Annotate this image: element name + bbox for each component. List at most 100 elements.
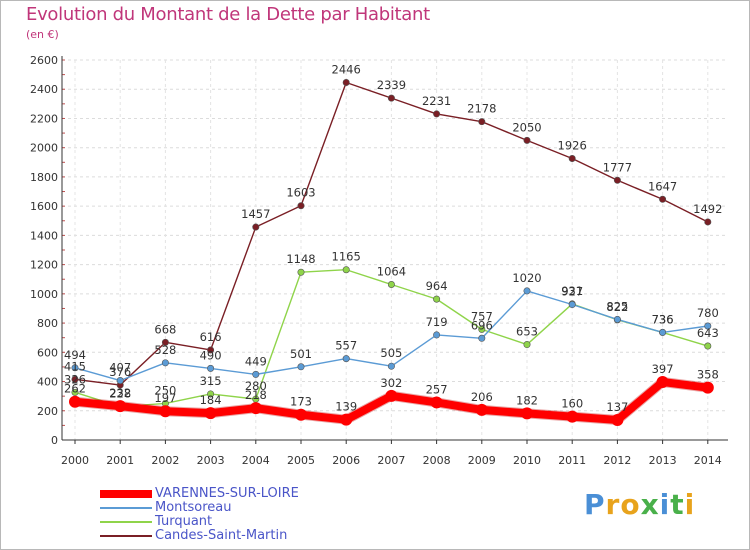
x-tick-label: 2010 [513, 454, 541, 467]
legend-item-varennes: VARENNES-SUR-LOIRE [100, 487, 299, 501]
data-label: 2231 [422, 94, 451, 108]
data-label: 1165 [332, 250, 361, 264]
data-point [114, 400, 127, 413]
x-tick-label: 2009 [468, 454, 496, 467]
data-label: 780 [697, 306, 719, 320]
data-label: 228 [109, 387, 131, 401]
y-tick-label: 1000 [30, 288, 58, 301]
data-point [613, 315, 621, 323]
data-label: 257 [426, 382, 448, 396]
data-label: 397 [652, 362, 674, 376]
data-point [704, 342, 712, 350]
y-tick-label: 0 [51, 434, 58, 447]
data-point [701, 381, 714, 394]
y-tick-label: 2600 [30, 54, 58, 67]
data-point [478, 334, 486, 342]
data-point [523, 341, 531, 349]
data-label: 616 [200, 330, 222, 344]
data-point [433, 331, 441, 339]
data-label: 927 [561, 285, 583, 299]
x-tick-label: 2008 [423, 454, 451, 467]
data-label: 415 [64, 359, 86, 373]
data-label: 376 [109, 365, 131, 379]
data-point [207, 346, 215, 354]
data-label: 719 [426, 315, 448, 329]
data-point [430, 396, 443, 409]
data-label: 696 [471, 318, 493, 332]
data-label: 528 [154, 343, 176, 357]
legend-item-candes: Candes-Saint-Martin [100, 529, 287, 543]
data-point [252, 370, 260, 378]
data-point [568, 301, 576, 309]
data-point [342, 355, 350, 363]
data-point [521, 407, 533, 420]
logo-letter: P [584, 488, 606, 521]
x-tick-label: 2014 [694, 454, 722, 467]
logo-letter: i [659, 488, 671, 521]
data-point [252, 223, 260, 231]
y-tick-label: 2000 [30, 142, 58, 155]
y-tick-label: 2200 [30, 112, 58, 125]
data-point [342, 79, 350, 87]
data-label: 736 [652, 312, 674, 326]
data-label: 449 [245, 354, 267, 368]
data-label: 668 [154, 322, 176, 336]
y-tick-label: 1200 [30, 259, 58, 272]
x-tick-label: 2003 [197, 454, 225, 467]
x-tick-label: 2012 [603, 454, 631, 467]
data-point [478, 325, 486, 333]
x-tick-label: 2013 [649, 454, 677, 467]
data-label: 490 [200, 348, 222, 362]
data-point [659, 328, 667, 336]
data-label: 2446 [332, 63, 361, 77]
data-label: 643 [697, 326, 719, 340]
data-label: 407 [109, 361, 131, 375]
y-tick-label: 1800 [30, 171, 58, 184]
data-point [656, 375, 669, 388]
logo-letter: x [640, 488, 660, 521]
y-tick-label: 800 [37, 317, 58, 330]
data-label: 280 [245, 379, 267, 393]
x-tick-label: 2006 [332, 454, 360, 467]
data-point [159, 405, 172, 418]
data-point [71, 364, 79, 372]
data-point [69, 395, 81, 408]
logo-letter: i [684, 488, 696, 521]
data-label: 358 [697, 368, 719, 382]
legend-swatch-montsoreau [100, 507, 152, 509]
data-point [387, 94, 395, 102]
data-label: 2178 [467, 102, 496, 116]
x-tick-label: 2001 [106, 454, 134, 467]
legend-label-montsoreau: Montsoreau [155, 500, 232, 515]
data-label: 757 [471, 309, 493, 323]
data-point [297, 268, 305, 276]
data-label: 494 [64, 348, 86, 362]
data-point [71, 375, 79, 383]
data-point [161, 359, 169, 367]
data-point [433, 295, 441, 303]
data-label: 1064 [377, 264, 406, 278]
data-point [340, 413, 353, 426]
y-tick-label: 1600 [30, 200, 58, 213]
data-label: 250 [154, 383, 176, 397]
data-label: 825 [606, 299, 628, 313]
data-point [566, 410, 579, 423]
data-label: 1926 [558, 139, 587, 153]
data-label: 262 [64, 382, 86, 396]
x-tick-label: 2000 [61, 454, 89, 467]
data-point [659, 195, 667, 203]
data-label: 1148 [286, 252, 315, 266]
data-point [568, 155, 576, 163]
legend-label-varennes: VARENNES-SUR-LOIRE [155, 486, 299, 501]
data-label: 1647 [648, 179, 677, 193]
x-tick-label: 2011 [558, 454, 586, 467]
data-label: 232 [109, 386, 131, 400]
data-point [204, 407, 217, 420]
logo-letter: o [620, 488, 641, 521]
data-point [207, 364, 215, 372]
unit-label: (en €) [26, 28, 59, 41]
data-label: 964 [426, 279, 448, 293]
x-tick-label: 2004 [242, 454, 270, 467]
data-point [433, 110, 441, 118]
